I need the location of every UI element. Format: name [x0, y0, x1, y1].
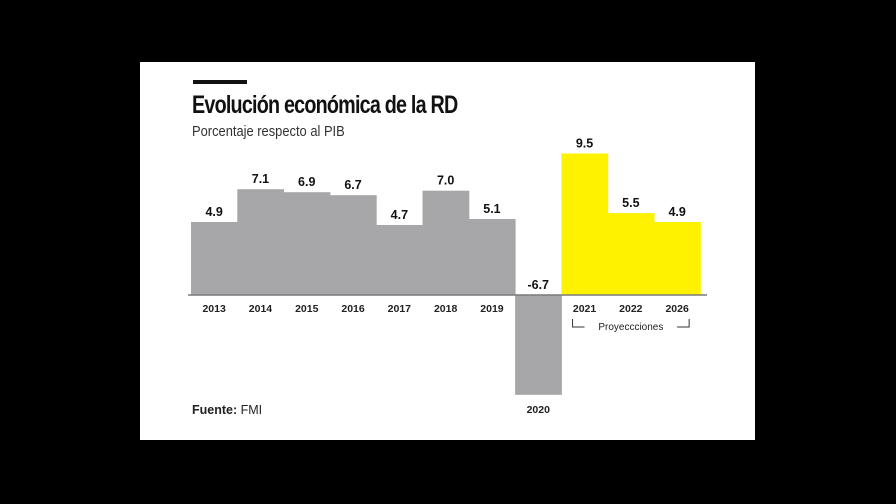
bar-2018 [422, 190, 470, 295]
data-label-2018: 7.0 [437, 174, 454, 188]
data-label-2026: 4.9 [668, 205, 685, 219]
x-tick-2014: 2014 [249, 303, 273, 315]
bar-2015 [283, 192, 331, 295]
data-label-2016: 6.7 [344, 178, 361, 192]
bar-2020 [515, 295, 562, 395]
x-tick-2015: 2015 [295, 303, 319, 315]
x-tick-2013: 2013 [202, 303, 226, 315]
x-tick-2016: 2016 [341, 303, 365, 315]
data-label-2022: 5.5 [622, 196, 639, 210]
chart-title: Evolución económica de la RD [192, 91, 458, 119]
projection-label: Proyeccciones [598, 322, 663, 333]
bar-2017 [376, 224, 423, 295]
bar-2013 [191, 221, 238, 295]
bar-2021 [561, 153, 609, 295]
bar-2022 [607, 213, 655, 295]
data-label-2013: 4.9 [205, 205, 222, 219]
bar-2019 [468, 219, 516, 295]
data-label-2015: 6.9 [298, 175, 315, 189]
data-label-2017: 4.7 [391, 208, 408, 222]
bar-2016 [329, 195, 377, 295]
bar-2026 [654, 221, 701, 295]
x-tick-2019: 2019 [480, 303, 504, 315]
data-label-2019: 5.1 [483, 202, 500, 216]
x-tick-2018: 2018 [434, 303, 458, 315]
bar-2014 [237, 189, 285, 295]
x-tick-2021: 2021 [573, 303, 597, 315]
title-accent-bar [193, 80, 247, 84]
x-tick-2026: 2026 [665, 303, 689, 315]
x-tick-2020: 2020 [527, 404, 551, 416]
data-label-2014: 7.1 [252, 172, 269, 186]
x-tick-2022: 2022 [619, 303, 643, 315]
source-note: Fuente: FMI [192, 403, 262, 417]
projection-bracket [572, 319, 690, 328]
source-value: FMI [240, 403, 263, 417]
x-tick-2017: 2017 [388, 303, 412, 315]
data-label-2020: -6.7 [527, 278, 549, 292]
data-label-2021: 9.5 [576, 136, 593, 150]
chart-subtitle: Porcentaje respecto al PIB [192, 123, 345, 140]
source-label: Fuente: [192, 403, 238, 417]
